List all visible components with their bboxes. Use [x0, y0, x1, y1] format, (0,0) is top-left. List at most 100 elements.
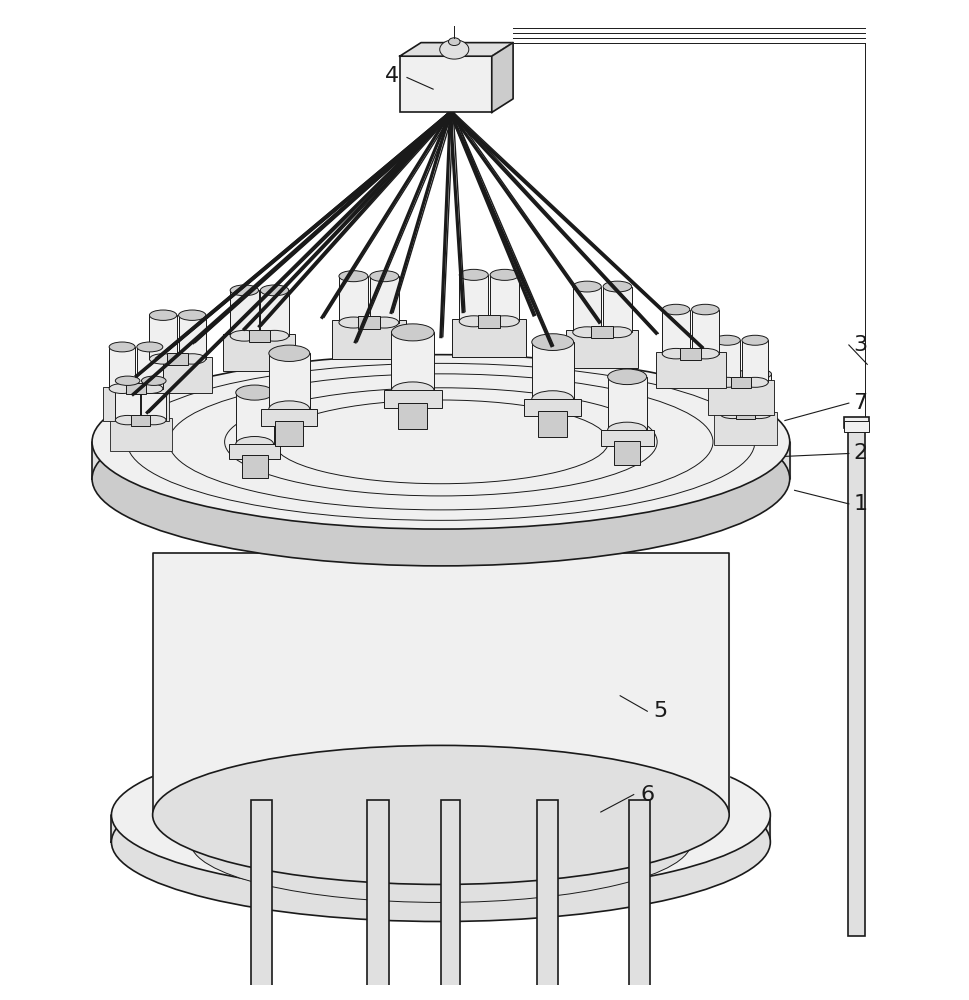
- Bar: [398, 403, 427, 429]
- Ellipse shape: [608, 422, 646, 438]
- Ellipse shape: [141, 415, 166, 425]
- Ellipse shape: [714, 377, 740, 387]
- Bar: [103, 387, 169, 421]
- Bar: [736, 408, 755, 419]
- Ellipse shape: [720, 409, 745, 419]
- Ellipse shape: [339, 317, 368, 328]
- Ellipse shape: [720, 369, 745, 379]
- Bar: [109, 418, 172, 451]
- Bar: [746, 374, 771, 414]
- Polygon shape: [399, 43, 514, 56]
- Bar: [692, 310, 719, 354]
- Ellipse shape: [692, 304, 719, 315]
- Bar: [275, 421, 303, 446]
- Bar: [391, 332, 434, 390]
- Bar: [720, 374, 745, 414]
- Bar: [848, 424, 865, 936]
- Bar: [603, 287, 632, 332]
- Bar: [261, 290, 289, 336]
- Ellipse shape: [261, 285, 289, 296]
- Text: 7: 7: [854, 393, 867, 413]
- Bar: [680, 348, 702, 360]
- Bar: [844, 417, 869, 428]
- Bar: [844, 421, 869, 432]
- Ellipse shape: [268, 401, 310, 417]
- Text: 5: 5: [654, 701, 668, 721]
- Polygon shape: [152, 553, 729, 815]
- Bar: [714, 412, 777, 445]
- Ellipse shape: [111, 763, 770, 922]
- Bar: [707, 380, 774, 415]
- Bar: [453, 319, 526, 357]
- Text: 1: 1: [854, 494, 867, 514]
- Ellipse shape: [178, 354, 205, 364]
- Ellipse shape: [449, 38, 460, 46]
- Ellipse shape: [573, 327, 602, 338]
- Ellipse shape: [191, 755, 691, 875]
- Ellipse shape: [339, 271, 368, 282]
- Ellipse shape: [191, 782, 691, 902]
- Ellipse shape: [459, 269, 488, 280]
- Ellipse shape: [137, 384, 163, 393]
- Ellipse shape: [115, 376, 140, 385]
- Bar: [399, 56, 491, 112]
- Ellipse shape: [235, 437, 273, 452]
- Ellipse shape: [149, 310, 176, 320]
- Bar: [132, 415, 150, 426]
- Bar: [629, 800, 650, 1000]
- Bar: [384, 390, 442, 408]
- Ellipse shape: [573, 281, 602, 292]
- Bar: [478, 315, 500, 328]
- Ellipse shape: [111, 735, 770, 894]
- Ellipse shape: [92, 355, 790, 529]
- Bar: [656, 352, 726, 388]
- Text: 4: 4: [386, 66, 399, 86]
- Bar: [249, 330, 270, 342]
- Bar: [149, 315, 176, 359]
- Bar: [115, 381, 140, 420]
- Ellipse shape: [746, 409, 771, 419]
- Ellipse shape: [235, 385, 273, 400]
- Ellipse shape: [231, 330, 259, 341]
- Ellipse shape: [714, 335, 740, 345]
- Bar: [358, 316, 380, 329]
- Bar: [662, 310, 690, 354]
- Bar: [231, 290, 259, 336]
- Ellipse shape: [742, 377, 768, 387]
- Ellipse shape: [261, 330, 289, 341]
- Polygon shape: [92, 442, 790, 479]
- Bar: [524, 399, 581, 416]
- Bar: [251, 800, 272, 1000]
- Ellipse shape: [370, 271, 398, 282]
- Bar: [367, 800, 389, 1000]
- Bar: [242, 455, 267, 478]
- Bar: [731, 377, 751, 388]
- Ellipse shape: [92, 391, 790, 566]
- Bar: [332, 320, 405, 359]
- Bar: [370, 276, 398, 323]
- Bar: [613, 441, 641, 465]
- Bar: [143, 357, 212, 393]
- Bar: [229, 444, 280, 459]
- Ellipse shape: [109, 342, 135, 352]
- Ellipse shape: [178, 310, 205, 320]
- Ellipse shape: [490, 269, 519, 280]
- Ellipse shape: [440, 40, 469, 59]
- Ellipse shape: [603, 281, 632, 292]
- Bar: [714, 340, 740, 382]
- Ellipse shape: [532, 334, 574, 350]
- Ellipse shape: [109, 384, 135, 393]
- Bar: [591, 326, 613, 338]
- Ellipse shape: [370, 317, 398, 328]
- Ellipse shape: [149, 354, 176, 364]
- Ellipse shape: [692, 348, 719, 359]
- Bar: [532, 342, 574, 399]
- Bar: [235, 393, 273, 444]
- Ellipse shape: [746, 369, 771, 379]
- Ellipse shape: [137, 342, 163, 352]
- Ellipse shape: [459, 316, 488, 327]
- Bar: [126, 383, 146, 394]
- Polygon shape: [491, 43, 514, 112]
- Bar: [490, 275, 519, 321]
- Ellipse shape: [608, 369, 646, 385]
